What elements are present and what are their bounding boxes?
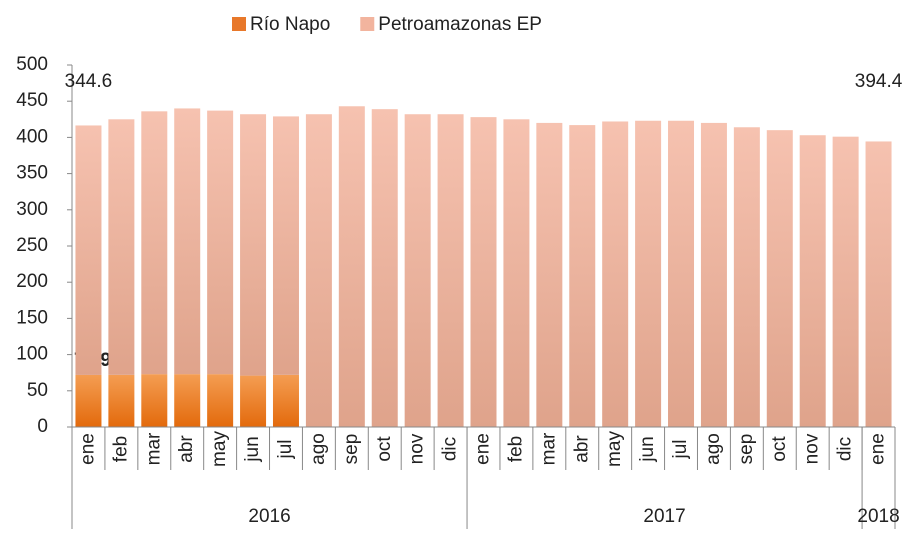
bar	[766, 130, 793, 427]
y-tick-label: 300	[16, 199, 48, 220]
x-tick-label: mar	[538, 432, 559, 465]
bar	[733, 127, 760, 427]
x-tick-label: ago	[703, 433, 724, 465]
x-tick-label: sep	[341, 434, 362, 465]
bar	[207, 374, 234, 427]
x-tick-label: jun	[637, 436, 658, 462]
x-tick-label: may	[604, 431, 625, 467]
y-tick-label: 100	[16, 344, 48, 365]
bar	[832, 136, 859, 427]
x-tick-label: feb	[505, 436, 526, 462]
bar	[272, 374, 299, 427]
x-tick-label: feb	[110, 436, 131, 462]
bar	[75, 374, 102, 427]
x-tick-label: nov	[407, 433, 428, 464]
bar	[602, 121, 629, 428]
x-tick-label: abr	[571, 435, 592, 463]
x-tick-label: jul	[275, 439, 296, 459]
data-label: 394.4	[855, 71, 903, 92]
y-tick-label: 200	[16, 271, 48, 292]
bar	[865, 141, 892, 427]
x-tick-label: abr	[176, 435, 197, 463]
x-tick-label: oct	[374, 436, 395, 462]
x-tick-label: may	[209, 431, 230, 467]
bar	[174, 108, 201, 375]
x-tick-label: ene	[77, 433, 98, 465]
y-tick-label: 0	[37, 416, 48, 437]
group-label: 2017	[643, 506, 685, 527]
x-tick-label: oct	[769, 436, 790, 462]
data-label: 344.6	[65, 71, 113, 92]
bar	[700, 122, 727, 428]
x-tick-label: ago	[308, 433, 329, 465]
bar	[569, 125, 596, 427]
x-tick-label: ene	[868, 433, 889, 465]
bar	[404, 114, 431, 428]
bar	[272, 116, 299, 375]
legend-label: Río Napo	[250, 14, 330, 35]
x-tick-label: dic	[835, 437, 856, 461]
x-tick-label: jul	[670, 439, 691, 459]
bar	[240, 375, 267, 427]
bar	[470, 117, 497, 428]
bar	[174, 374, 201, 427]
x-tick-label: jun	[242, 436, 263, 462]
bar	[536, 122, 563, 428]
x-tick-label: sep	[736, 434, 757, 465]
bar	[635, 120, 662, 428]
y-tick-label: 400	[16, 126, 48, 147]
bar	[799, 135, 826, 427]
bar	[141, 374, 168, 427]
x-tick-label: ene	[473, 433, 494, 465]
y-tick-label: 50	[27, 380, 48, 401]
bar	[207, 110, 234, 375]
bar	[75, 125, 102, 375]
legend-label: Petroamazonas EP	[378, 14, 542, 35]
bar	[437, 114, 464, 428]
bar	[141, 111, 168, 375]
bar	[338, 106, 365, 427]
legend-swatch	[360, 17, 375, 31]
y-tick-label: 250	[16, 235, 48, 256]
bar	[240, 114, 267, 376]
y-tick-label: 150	[16, 307, 48, 328]
legend-swatch	[232, 17, 246, 31]
x-tick-label: nov	[802, 433, 823, 464]
y-tick-label: 500	[16, 54, 48, 75]
y-tick-label: 450	[16, 90, 48, 111]
bar	[503, 119, 530, 428]
group-label: 2016	[248, 506, 290, 527]
group-label: 2018	[857, 506, 899, 527]
bar	[371, 109, 398, 427]
bar	[305, 114, 332, 428]
bar	[108, 119, 135, 375]
bar	[108, 374, 135, 427]
bar	[668, 120, 695, 428]
x-tick-label: dic	[440, 437, 461, 461]
x-tick-label: mar	[143, 432, 164, 465]
y-tick-label: 350	[16, 163, 48, 184]
